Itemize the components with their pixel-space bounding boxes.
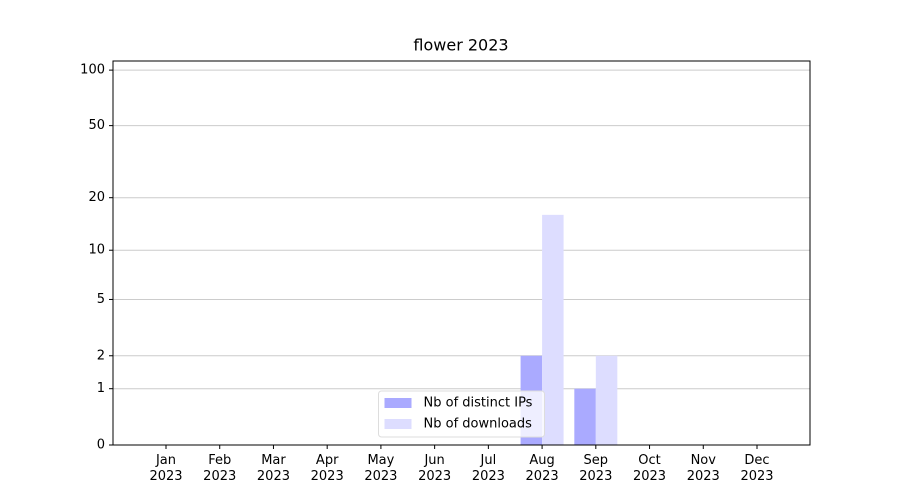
x-tick-label: Jan 2023 (149, 453, 183, 484)
legend-box (378, 390, 545, 438)
x-tick-label: Jul 2023 (471, 453, 505, 484)
bar (542, 214, 564, 445)
y-tick-label: 0 (97, 438, 105, 453)
chart-title: flower 2023 (413, 36, 508, 55)
legend-swatch (384, 419, 412, 429)
x-tick-label: Nov 2023 (686, 453, 720, 484)
y-tick-label: 10 (88, 243, 105, 258)
y-tick-label: 100 (80, 63, 105, 78)
bar (595, 355, 618, 445)
x-tick-label: May 2023 (364, 453, 398, 484)
y-tick-label: 50 (88, 118, 105, 133)
x-tick-label: Apr 2023 (310, 453, 344, 484)
plot-frame (112, 60, 811, 446)
x-tick-label: Sep 2023 (579, 453, 613, 484)
y-tick-label: 5 (97, 292, 105, 307)
y-tick-label: 2 (97, 348, 105, 363)
x-tick-label: Mar 2023 (256, 453, 290, 484)
x-tick-label: Jun 2023 (418, 453, 452, 484)
x-tick-label: Aug 2023 (525, 453, 559, 484)
legend-swatch (384, 398, 412, 408)
legend-label: Nb of downloads (424, 417, 533, 432)
x-tick-label: Oct 2023 (632, 453, 667, 484)
y-tick-label: 20 (88, 190, 105, 205)
legend-label: Nb of distinct IPs (424, 396, 533, 411)
y-tick-label: 1 (97, 381, 105, 396)
x-tick-label: Feb 2023 (203, 453, 237, 484)
bar (574, 388, 596, 445)
x-tick-label: Dec 2023 (740, 453, 774, 484)
